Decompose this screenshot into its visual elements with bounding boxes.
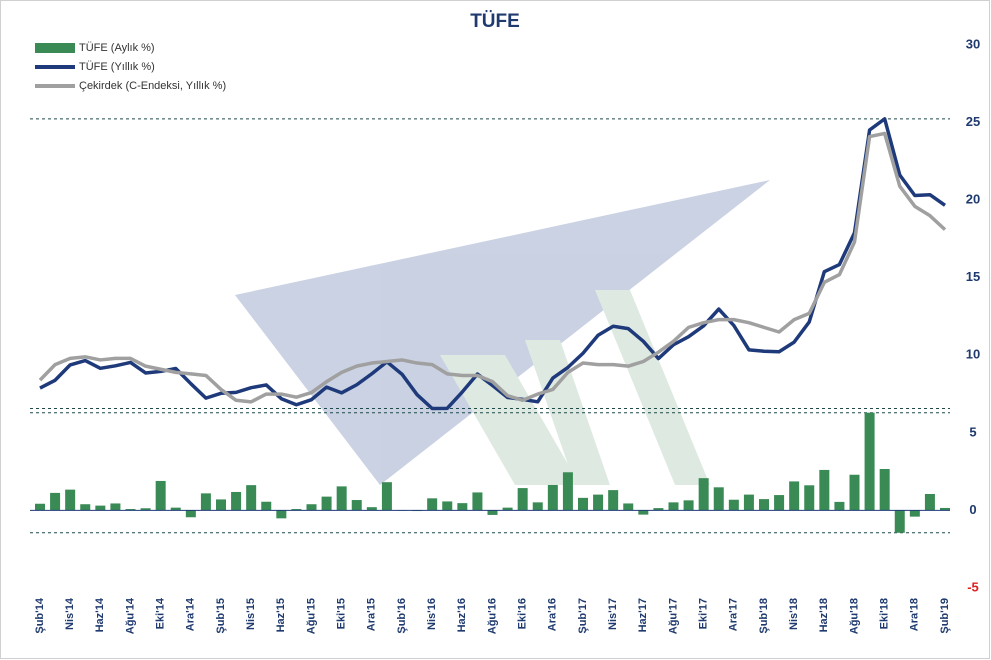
x-tick-label: Ara'15 — [366, 598, 378, 631]
bar — [246, 485, 256, 510]
x-tick-label: Ağu'18 — [848, 598, 860, 634]
bar — [593, 495, 603, 511]
bar — [231, 492, 241, 510]
x-tick-label: Ağu'17 — [667, 598, 679, 634]
bar — [337, 486, 347, 510]
bar — [684, 500, 694, 510]
legend-swatch — [35, 43, 75, 53]
bar — [729, 500, 739, 511]
bar — [533, 502, 543, 510]
x-tick-label: Eki'18 — [879, 598, 891, 629]
bar — [427, 498, 437, 510]
x-tick-label: Eki'14 — [155, 597, 167, 629]
x-tick-label: Ağu'15 — [305, 598, 317, 634]
bar — [865, 413, 875, 511]
x-tick-label: Nis'14 — [64, 597, 76, 630]
y-tick-label: 15 — [966, 269, 980, 284]
chart-title: TÜFE — [470, 11, 520, 32]
bar — [307, 504, 317, 510]
bar — [895, 510, 905, 532]
x-tick-label: Haz'17 — [637, 598, 649, 632]
bar — [261, 502, 271, 511]
bar — [834, 502, 844, 511]
x-tick-label: Ara'14 — [185, 597, 197, 631]
x-tick-label: Şub'18 — [758, 598, 770, 634]
x-tick-label: Ağu'14 — [124, 597, 136, 634]
x-tick-label: Ağu'16 — [486, 598, 498, 634]
bar — [925, 494, 935, 510]
bar — [35, 504, 45, 511]
x-tick-label: Şub'16 — [396, 598, 408, 634]
bar — [457, 503, 467, 510]
bar — [382, 482, 392, 510]
y-tick-label: 20 — [966, 192, 980, 207]
bar — [80, 504, 90, 510]
bar — [65, 490, 75, 511]
y-tick-label: 5 — [969, 424, 976, 439]
bar — [276, 510, 286, 518]
x-tick-label: Şub'14 — [34, 597, 46, 634]
x-tick-label: Nis'18 — [788, 598, 800, 630]
bar — [880, 469, 890, 510]
x-tick-label: Haz'15 — [275, 598, 287, 632]
y-tick-label: 25 — [966, 114, 980, 129]
bar — [819, 470, 829, 510]
x-tick-label: Şub'19 — [939, 598, 951, 634]
bar — [578, 498, 588, 511]
bar — [759, 499, 769, 510]
x-tick-label: Haz'18 — [818, 598, 830, 632]
bar — [95, 506, 105, 511]
bar — [714, 487, 724, 510]
bar — [488, 510, 498, 514]
bar — [744, 495, 754, 511]
x-tick-label: Eki'16 — [517, 598, 529, 629]
bar — [472, 492, 482, 510]
x-tick-label: Nis'16 — [426, 598, 438, 630]
y-tick-label: 10 — [966, 347, 980, 362]
bar — [156, 481, 166, 510]
x-tick-label: Nis'17 — [607, 598, 619, 630]
bar — [850, 475, 860, 511]
bar — [623, 503, 633, 510]
bar — [548, 485, 558, 510]
y-tick-label: 0 — [969, 502, 976, 517]
bar — [352, 500, 362, 510]
bar — [789, 481, 799, 510]
legend-label: TÜFE (Yıllık %) — [79, 61, 155, 73]
x-tick-label: Ara'17 — [728, 598, 740, 631]
bar — [322, 497, 332, 511]
bar — [186, 510, 196, 517]
bar — [110, 503, 120, 510]
y-tick-label: 30 — [966, 36, 980, 51]
x-tick-label: Eki'15 — [336, 598, 348, 629]
bar — [804, 485, 814, 510]
chart: TÜFE -5 0 5 10 15 20 25 30 Şub'14 Nis'14 Haz'14 Ağu… — [0, 0, 991, 660]
bar — [638, 510, 648, 514]
legend-label: Çekirdek (C-Endeksi, Yıllık %) — [79, 80, 226, 92]
bar — [774, 495, 784, 510]
x-tick-label: Haz'14 — [94, 597, 106, 632]
x-tick-label: Eki'17 — [698, 598, 710, 629]
legend-label: TÜFE (Aylık %) — [79, 42, 155, 54]
bar — [910, 510, 920, 516]
x-tick-label: Nis'15 — [245, 598, 257, 630]
y-tick-label: -5 — [967, 579, 979, 594]
x-tick-label: Şub'15 — [215, 598, 227, 634]
bar — [216, 499, 226, 510]
bar — [699, 478, 709, 510]
x-tick-label: Ara'16 — [547, 598, 559, 631]
x-tick-label: Haz'16 — [456, 598, 468, 632]
bar — [669, 502, 679, 510]
bar — [50, 493, 60, 511]
x-tick-label: Ara'18 — [909, 598, 921, 631]
bar — [201, 493, 211, 510]
bar — [442, 501, 452, 510]
bar — [563, 472, 573, 510]
bar — [608, 490, 618, 510]
bar — [518, 488, 528, 510]
x-tick-label: Şub'17 — [577, 598, 589, 634]
